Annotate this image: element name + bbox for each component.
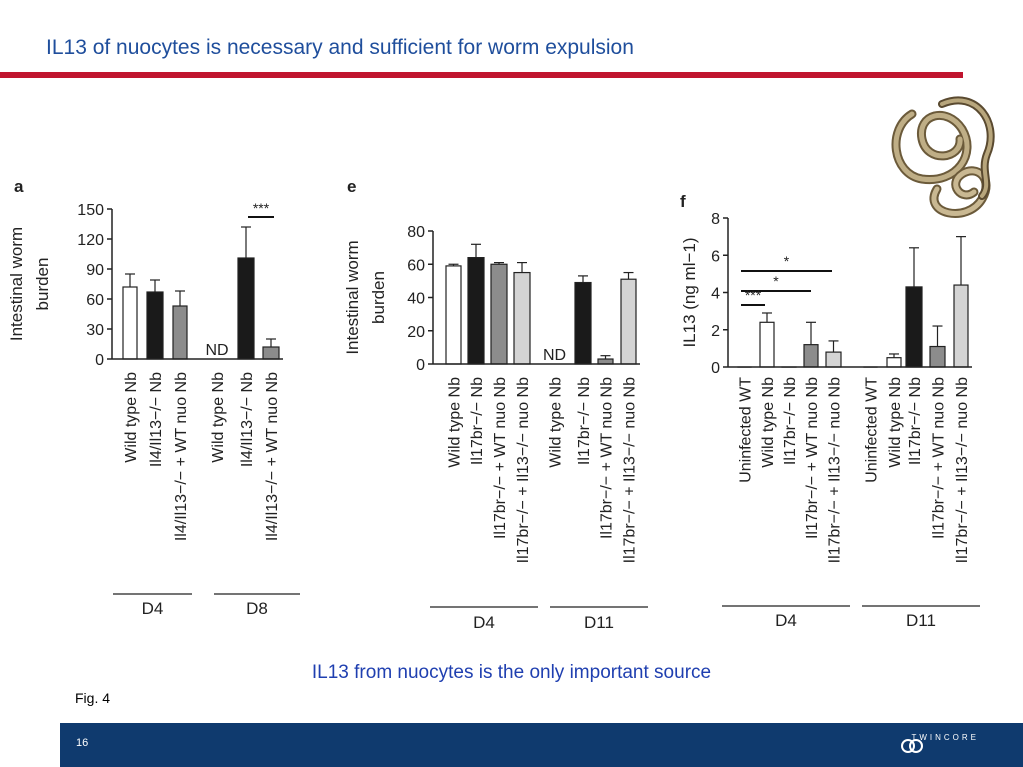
category-label: Wild type Nb (210, 372, 227, 463)
bar (574, 281, 592, 365)
y-tick-label: 0 (711, 360, 720, 377)
slide-title: IL13 of nuocytes is necessary and suffic… (46, 36, 634, 59)
category-label: Wild type Nb (887, 377, 904, 468)
bar-annotation: ND (543, 347, 566, 364)
brand-name: TWINCORE (911, 733, 979, 742)
worm-image (891, 96, 995, 218)
bar (122, 286, 138, 360)
bar (886, 357, 902, 368)
y-tick-label: 2 (711, 323, 720, 340)
y-tick-label: 60 (86, 292, 104, 309)
twincore-logo-icon (901, 739, 923, 753)
category-label: Il17br−/− Nb (782, 377, 799, 465)
bar (172, 305, 188, 360)
caption: IL13 from nuocytes is the only important… (311, 662, 712, 683)
y-tick-label: 150 (77, 202, 104, 219)
y-tick-label: 120 (77, 232, 104, 249)
category-label: Wild type Nb (447, 377, 464, 468)
y-tick-label: 6 (711, 248, 720, 265)
bar (929, 345, 946, 368)
y-tick-label: 8 (711, 211, 720, 228)
y-tick-label: 80 (407, 224, 425, 241)
category-label: Il17br−/− + WT nuo Nb (931, 377, 948, 539)
y-axis-label: burden (33, 258, 52, 311)
y-axis-label: Intestinal worm (7, 227, 26, 341)
category-label: Il17br−/− + WT nuo Nb (599, 377, 616, 539)
page-number: 16 (76, 737, 89, 749)
bar (953, 284, 969, 368)
panel-letter: f (680, 192, 686, 211)
category-label: Il17br−/− + WT nuo Nb (492, 377, 509, 539)
category-label: Il17br−/− + Il13−/− nuo Nb (954, 377, 971, 563)
category-label: Wild type Nb (123, 372, 140, 463)
bar (490, 263, 508, 365)
title-rule (0, 72, 963, 78)
figure-label: Fig. 4 (75, 690, 111, 706)
bar (467, 257, 485, 365)
category-label: Il17br−/− + Il13−/− nuo Nb (622, 377, 639, 563)
bar (620, 278, 637, 365)
category-label: Il17br−/− Nb (469, 377, 486, 465)
y-tick-label: 60 (407, 257, 425, 274)
y-axis-label: Intestinal worm (343, 240, 362, 354)
category-label: Il17br−/− + WT nuo Nb (804, 377, 821, 539)
bar (262, 346, 280, 360)
group-label: D4 (142, 599, 164, 618)
group-label: D4 (473, 613, 495, 632)
y-tick-label: 0 (95, 352, 104, 369)
bar (759, 321, 775, 368)
category-label: Il17br−/− Nb (907, 377, 924, 465)
group-label: D11 (584, 613, 614, 632)
bar (513, 271, 531, 365)
category-label: Wild type Nb (760, 377, 777, 468)
significance-marker: *** (253, 200, 270, 216)
y-tick-label: 20 (407, 324, 425, 341)
category-label: Il4/Il13−/− + WT nuo Nb (173, 372, 190, 541)
category-label: Il17br−/− Nb (576, 377, 593, 465)
category-label: Il17br−/− + Il13−/− nuo Nb (515, 377, 532, 563)
significance-marker: *** (745, 287, 762, 303)
group-label: D8 (246, 599, 268, 618)
y-tick-label: 40 (407, 291, 425, 308)
category-label: Uninfected WT (738, 377, 755, 483)
category-label: Uninfected WT (864, 377, 881, 483)
footer-bar: 16 TWINCORE (60, 723, 1023, 767)
group-label: D11 (906, 611, 936, 630)
bar (146, 291, 164, 360)
bar (803, 344, 819, 368)
y-tick-label: 0 (416, 357, 425, 374)
bar-annotation: ND (205, 342, 228, 359)
category-label: Il4/Il13−/− Nb (239, 372, 256, 467)
panel-letter: e (347, 177, 356, 196)
y-axis-label: IL13 (ng ml−1) (680, 237, 699, 347)
y-tick-label: 90 (86, 262, 104, 279)
category-label: Wild type Nb (548, 377, 565, 468)
y-axis-label: burden (369, 271, 388, 324)
bar (905, 286, 923, 368)
group-label: D4 (775, 611, 797, 630)
y-tick-label: 4 (711, 286, 720, 303)
category-label: Il17br−/− + Il13−/− nuo Nb (827, 377, 844, 563)
bar (237, 257, 255, 360)
category-label: Il4/Il13−/− + WT nuo Nb (264, 372, 281, 541)
bar (445, 265, 462, 365)
bar (825, 351, 842, 368)
significance-marker: * (784, 253, 790, 269)
category-label: Il4/Il13−/− Nb (148, 372, 165, 467)
significance-marker: * (773, 273, 779, 289)
panel-letter: a (14, 177, 24, 196)
y-tick-label: 30 (86, 322, 104, 339)
